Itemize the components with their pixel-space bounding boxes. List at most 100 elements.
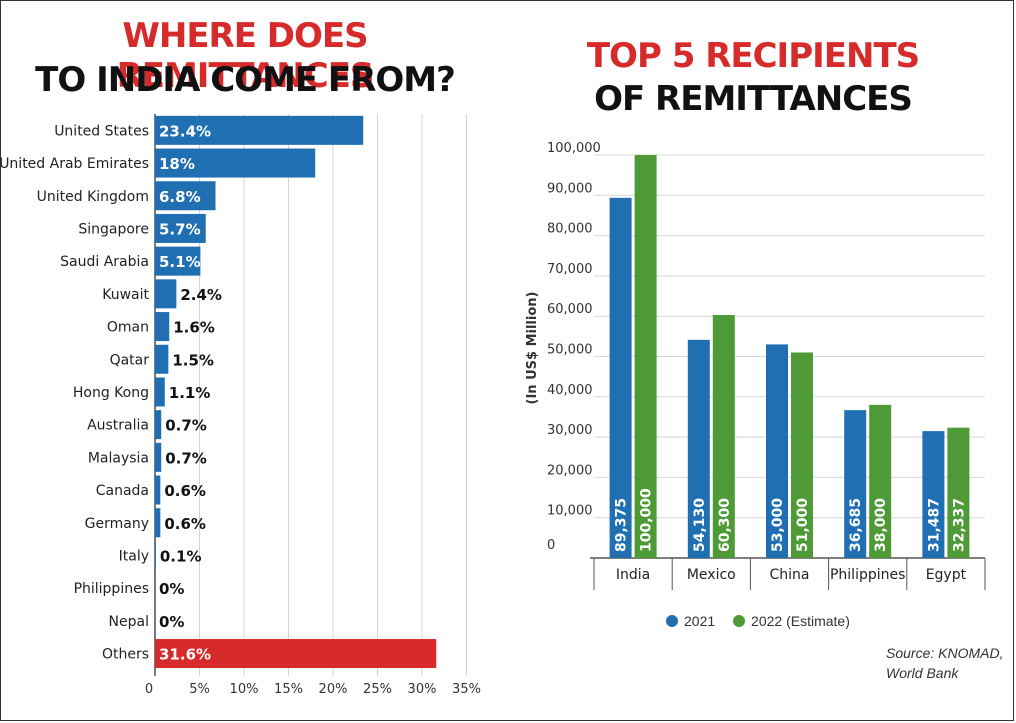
category-label: Philippines (74, 581, 149, 597)
y-tick-label: 0 (547, 538, 555, 553)
right-panel: TOP 5 RECIPIENTS OF REMITTANCES 0 10,000 2… (490, 0, 1016, 723)
value-label: 23.4% (159, 122, 211, 140)
value-label: 0.7% (165, 417, 207, 435)
bar (712, 314, 735, 558)
bar (947, 427, 970, 558)
value-label: 1.1% (169, 384, 211, 402)
bar (155, 540, 156, 570)
category-label: Philippines (830, 567, 905, 583)
bar (609, 197, 632, 558)
bar (155, 639, 437, 669)
bar (155, 442, 162, 472)
category-label: Others (102, 647, 149, 663)
bar (155, 344, 169, 374)
x-tick-label: 5% (189, 682, 210, 697)
category-label: Hong Kong (73, 385, 149, 401)
bar (155, 148, 316, 178)
y-tick-label: 20,000 (547, 463, 593, 478)
bar (634, 155, 657, 558)
value-label: 5.1% (159, 253, 201, 271)
right-bar-chart: 0 10,000 20,000 30,000 40,000 50,000 60,000 70,… (525, 141, 986, 590)
legend-label-2021: 2021 (684, 613, 716, 629)
bar-value-label: 38,000 (873, 498, 889, 552)
category-label: Nepal (109, 614, 149, 630)
x-tick-label: 10% (230, 682, 259, 697)
bar (155, 246, 201, 276)
x-tick-label: 30% (408, 682, 437, 697)
bar (791, 352, 813, 558)
bar-value-label: 89,375 (614, 498, 630, 552)
y-tick-label: 60,000 (547, 302, 593, 317)
category-label: Italy (119, 548, 149, 564)
left-title-line1: WHERE DOES REMITTANCES (116, 16, 375, 96)
right-title-line2: OF REMITTANCES (594, 79, 913, 119)
x-tick-label: 35% (452, 682, 481, 697)
bar (155, 475, 161, 505)
category-label: Kuwait (102, 287, 149, 303)
category-label: Saudi Arabia (60, 254, 149, 270)
bar (766, 344, 788, 558)
value-label: 6.8% (159, 188, 201, 206)
right-title-line1: TOP 5 RECIPIENTS (586, 36, 920, 76)
bar-value-label: 53,000 (770, 498, 786, 552)
bar (155, 115, 364, 145)
y-tick-label: 100,000 (547, 141, 601, 156)
bar (155, 312, 170, 342)
bar (869, 404, 892, 558)
source-line1: Source: KNOMAD, (886, 645, 1004, 661)
bar (922, 431, 945, 558)
category-label: Oman (107, 320, 149, 336)
bar (687, 339, 710, 558)
y-tick-label: 40,000 (547, 383, 593, 398)
value-label: 1.6% (173, 319, 215, 337)
y-axis-label: (In US$ Million) (525, 292, 540, 405)
value-label: 18% (159, 155, 195, 173)
y-tick-label: 80,000 (547, 222, 593, 237)
source-line2: World Bank (886, 665, 959, 681)
x-tick-label: 15% (274, 682, 303, 697)
y-tick-label: 10,000 (547, 504, 593, 519)
bar (155, 213, 206, 243)
y-tick-label: 90,000 (547, 181, 593, 196)
category-label: Canada (96, 483, 149, 499)
left-panel: WHERE DOES REMITTANCES TO INDIA COME FRO… (0, 0, 490, 723)
bar-value-label: 54,130 (692, 498, 708, 552)
bar-value-label: 36,685 (848, 498, 864, 552)
y-tick-label: 50,000 (547, 343, 593, 358)
y-tick-label: 70,000 (547, 262, 593, 277)
bar (155, 279, 177, 309)
value-label: 0.7% (165, 449, 207, 467)
value-label: 0% (159, 613, 184, 631)
x-tick-label: 25% (363, 682, 392, 697)
value-label: 2.4% (180, 286, 222, 304)
bar (155, 377, 165, 407)
bar (155, 508, 161, 538)
legend-item-2022: 2022 (Estimate) (733, 613, 850, 629)
category-label: Singapore (78, 221, 149, 237)
bar-value-label: 60,300 (717, 498, 733, 552)
bar-value-label: 31,487 (926, 498, 942, 552)
legend-marker-2022 (733, 615, 746, 627)
legend-marker-2021 (666, 615, 678, 627)
bar-value-label: 51,000 (795, 498, 811, 552)
category-label: Malaysia (88, 450, 149, 466)
left-title-line2: TO INDIA COME FROM? (35, 60, 456, 100)
bar-value-label: 100,000 (639, 488, 655, 552)
value-label: 31.6% (159, 646, 211, 664)
category-label: Qatar (110, 352, 150, 368)
bar (844, 410, 867, 558)
category-label: Australia (87, 418, 149, 434)
bar-value-label: 32,337 (951, 498, 967, 552)
value-label: 0% (159, 580, 184, 598)
legend-item-2021: 2021 (666, 613, 719, 629)
bar (155, 410, 162, 440)
category-label: India (616, 567, 650, 583)
legend: 2021 2022 (Estimate) (666, 613, 864, 629)
x-tick-label: 20% (319, 682, 348, 697)
x-tick-label: 0 (145, 682, 153, 697)
category-label: United Kingdom (37, 189, 149, 205)
bar (155, 181, 216, 211)
category-label: Mexico (687, 567, 736, 583)
category-label: China (770, 567, 810, 583)
